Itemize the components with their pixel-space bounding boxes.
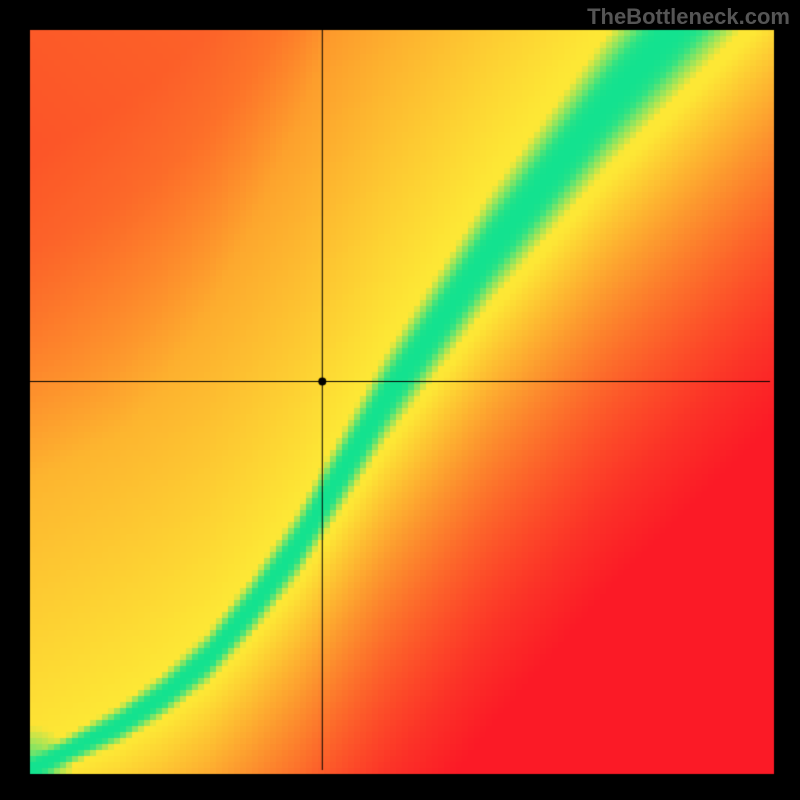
watermark-text: TheBottleneck.com (587, 4, 790, 30)
bottleneck-heatmap (0, 0, 800, 800)
chart-container: TheBottleneck.com (0, 0, 800, 800)
